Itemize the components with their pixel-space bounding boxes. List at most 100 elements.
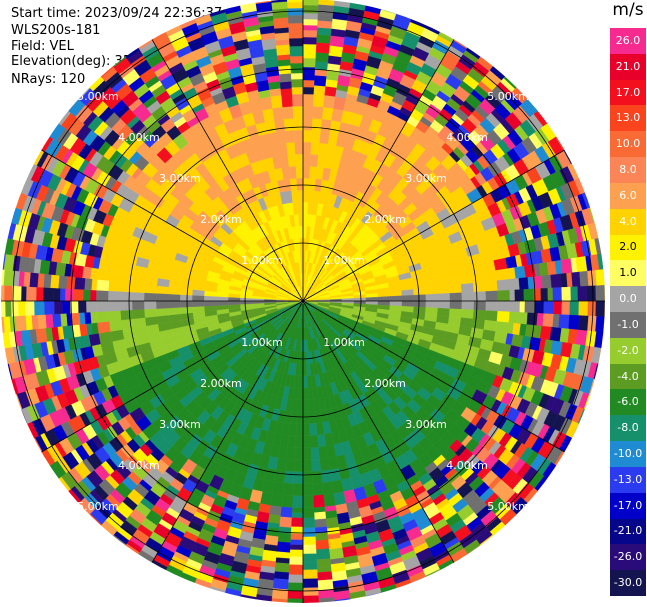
velocity-gate	[84, 277, 93, 291]
velocity-gate	[263, 48, 278, 60]
velocity-gate	[1, 364, 6, 383]
velocity-gate	[595, 269, 605, 286]
velocity-gate	[287, 7, 304, 16]
velocity-gate	[413, 294, 427, 302]
colorbar-tick-label: 4.0	[619, 214, 637, 228]
velocity-gate	[545, 484, 558, 499]
velocity-gate	[413, 300, 427, 308]
velocity-gate	[261, 549, 277, 562]
velocity-gate	[313, 494, 325, 508]
velocity-gate	[302, 129, 313, 143]
velocity-gate	[302, 117, 313, 131]
velocity-gate	[302, 447, 312, 461]
velocity-gate	[96, 321, 111, 334]
velocity-gate	[96, 279, 110, 291]
velocity-gate	[425, 286, 438, 295]
velocity-gate	[353, 297, 367, 302]
velocity-gate	[288, 22, 304, 32]
velocity-gate	[603, 235, 605, 254]
velocity-gate	[516, 312, 528, 325]
velocity-gate	[190, 585, 209, 600]
velocity-gate	[272, 8, 289, 19]
velocity-gate	[205, 0, 224, 8]
velocity-gate	[277, 59, 291, 67]
velocity-gate	[472, 309, 486, 321]
velocity-gate	[401, 295, 415, 302]
velocity-gate	[316, 27, 332, 36]
velocity-gate	[96, 311, 110, 323]
velocity-gate	[587, 173, 597, 190]
velocity-gate	[132, 309, 146, 320]
velocity-gate	[108, 280, 122, 292]
velocity-gate	[428, 13, 446, 26]
velocity-gate	[279, 73, 292, 83]
velocity-gate	[550, 273, 562, 289]
velocity-gate	[286, 0, 304, 3]
velocity-gate	[295, 423, 304, 437]
velocity-gate	[287, 14, 304, 24]
velocity-gate	[17, 159, 31, 177]
velocity-gate	[92, 56, 111, 74]
velocity-gate	[160, 13, 177, 25]
velocity-gate	[291, 190, 298, 203]
velocity-gate	[313, 511, 327, 520]
velocity-gate	[552, 116, 567, 133]
velocity-gate	[472, 281, 486, 293]
velocity-gate	[302, 562, 318, 571]
velocity-gate	[5, 395, 17, 414]
velocity-gate	[288, 30, 304, 39]
velocity-gate	[281, 494, 293, 508]
velocity-gate	[552, 287, 563, 302]
velocity-gate	[302, 399, 309, 413]
velocity-gate	[383, 598, 401, 603]
velocity-gate	[283, 470, 295, 484]
velocity-gate	[253, 602, 272, 603]
range-ring-label: 2.00km	[200, 213, 242, 226]
range-ring-label: 4.00km	[446, 131, 488, 144]
velocity-gate	[302, 507, 315, 519]
velocity-gate	[317, 579, 334, 591]
velocity-gate	[315, 52, 330, 63]
velocity-gate	[302, 93, 314, 107]
velocity-gate	[292, 93, 304, 107]
velocity-gate	[536, 313, 544, 327]
velocity-gate	[167, 293, 181, 302]
velocity-gate	[511, 521, 526, 535]
velocity-gate	[131, 562, 148, 574]
velocity-gate	[320, 469, 332, 484]
velocity-gate	[302, 177, 310, 191]
colorbar-tick-label: -17.0	[613, 498, 643, 512]
velocity-gate	[604, 300, 605, 318]
range-ring-label: 5.00km	[77, 500, 119, 513]
velocity-gate	[66, 276, 76, 290]
velocity-gate	[282, 482, 294, 496]
velocity-gate	[37, 314, 47, 329]
colorbar-tick-label: 0.0	[619, 292, 637, 306]
velocity-gate	[286, 142, 296, 155]
velocity-gate	[30, 456, 43, 473]
velocity-gate	[315, 548, 331, 560]
velocity-gate	[442, 567, 461, 582]
velocity-gate	[35, 327, 48, 344]
velocity-gate	[294, 141, 304, 155]
velocity-gate	[461, 291, 475, 302]
velocity-gate	[95, 290, 109, 302]
velocity-gate	[414, 585, 431, 595]
velocity-gate	[281, 94, 293, 108]
velocity-gate	[190, 2, 208, 13]
velocity-gate	[0, 220, 1, 236]
velocity-gate	[48, 103, 64, 120]
velocity-gate	[295, 165, 304, 179]
range-ring-label: 5.00km	[487, 90, 529, 103]
velocity-gate	[574, 158, 591, 178]
range-ring-label: 4.00km	[118, 131, 160, 144]
velocity-gate	[539, 325, 552, 341]
velocity-gate	[599, 364, 605, 383]
velocity-gate	[293, 471, 304, 485]
velocity-gate	[275, 44, 291, 56]
colorbar-tick-label: -30.0	[613, 576, 643, 590]
velocity-gate	[107, 290, 121, 302]
velocity-gate	[289, 37, 304, 47]
velocity-gate	[317, 4, 335, 16]
velocity-gate	[58, 495, 73, 512]
